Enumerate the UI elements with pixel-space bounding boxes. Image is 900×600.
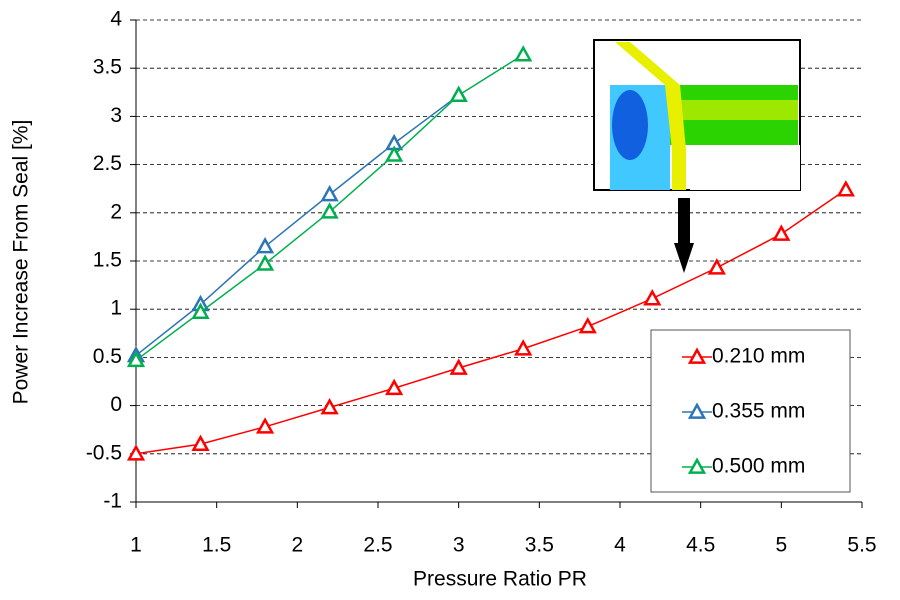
- x-tick-label: 1: [130, 534, 142, 557]
- x-tick-label: 4.5: [686, 534, 715, 557]
- y-tick-label: 3: [110, 104, 122, 127]
- x-tick-label: 2: [291, 534, 303, 557]
- y-tick-label: -1: [103, 490, 122, 513]
- marker: [126, 444, 146, 461]
- x-axis-label: Pressure Ratio PR: [413, 568, 587, 591]
- x-tick-label: 3.5: [525, 534, 554, 557]
- marker: [707, 258, 726, 275]
- marker: [385, 378, 404, 396]
- x-tick-label: 4: [614, 534, 626, 557]
- y-tick-label: 0.5: [93, 345, 122, 368]
- y-axis-label: Power Increase From Seal [%]: [10, 120, 33, 405]
- arrow: [674, 198, 694, 273]
- series-line: [135, 189, 847, 455]
- x-tick-label: 5.5: [847, 534, 876, 557]
- legend-label: 0.210 mm: [712, 345, 805, 368]
- marker: [385, 145, 404, 162]
- marker: [836, 180, 855, 197]
- y-tick-label: 0: [110, 393, 122, 416]
- inset-image: [593, 39, 801, 191]
- legend: 0.210 mm 0.355 mm 0.500 mm: [650, 329, 851, 493]
- legend-marker: [687, 457, 707, 474]
- marker: [320, 184, 339, 202]
- marker: [320, 397, 339, 415]
- series-line: [135, 94, 460, 357]
- x-tick-label: 5: [775, 534, 787, 557]
- marker: [255, 236, 275, 254]
- y-tick-label: 1: [110, 297, 122, 320]
- legend-label: 0.355 mm: [712, 400, 805, 423]
- legend-marker: [687, 402, 707, 419]
- y-tick-label: -0.5: [86, 441, 122, 464]
- y-tick-label: 2.5: [93, 152, 122, 175]
- marker: [255, 417, 275, 434]
- marker: [191, 434, 210, 452]
- y-tick-label: 1.5: [93, 249, 122, 272]
- y-tick-label: 2: [110, 200, 122, 223]
- marker: [320, 202, 339, 219]
- legend-label: 0.500 mm: [712, 455, 805, 478]
- marker: [514, 339, 533, 356]
- legend-marker: [687, 347, 707, 364]
- y-tick-label: 3.5: [93, 56, 122, 79]
- marker: [643, 289, 662, 306]
- y-tick-label: 4: [110, 8, 122, 31]
- marker: [449, 85, 468, 103]
- x-tick-label: 3: [453, 534, 465, 557]
- marker: [255, 254, 275, 271]
- marker: [578, 316, 597, 334]
- marker: [772, 224, 791, 241]
- x-tick-label: 1.5: [202, 534, 231, 557]
- marker: [191, 302, 210, 319]
- marker: [514, 45, 533, 62]
- marker: [449, 358, 468, 375]
- marker: [126, 350, 146, 368]
- x-tick-label: 2.5: [363, 534, 392, 557]
